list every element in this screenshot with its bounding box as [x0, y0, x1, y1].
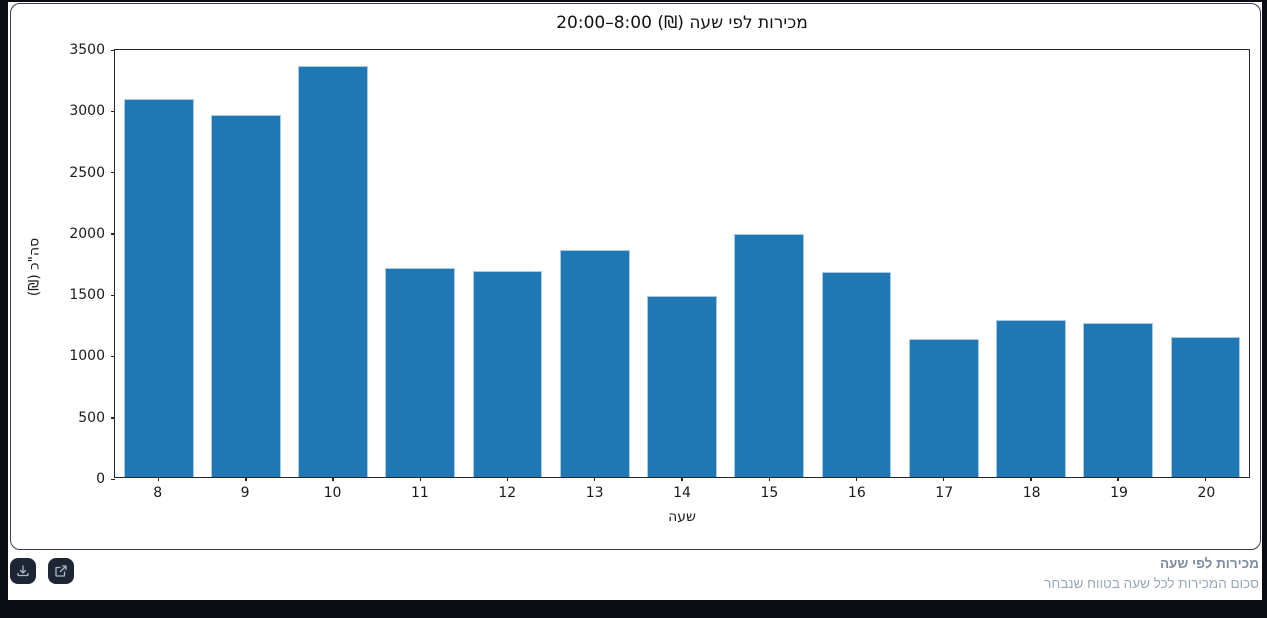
x-tick-label: 20 [1197, 485, 1216, 501]
x-tick-mark [419, 477, 421, 481]
x-tick-label: 16 [847, 485, 866, 501]
x-tick-label: 10 [323, 485, 342, 501]
open-external-button[interactable] [48, 558, 74, 584]
caption-title: מכירות לפי שעה [1159, 556, 1259, 571]
y-tick-label: 2500 [69, 164, 105, 181]
bar-slot [813, 50, 900, 477]
x-tick-label: 9 [240, 485, 250, 501]
bar-slot [987, 50, 1074, 477]
bar-chart: מכירות לפי שעה (₪) 8:00–20:00 סה"כ (₪) 0… [11, 4, 1260, 549]
y-tick-mark [111, 355, 115, 358]
bar-slot [1075, 50, 1162, 477]
x-tick-label: 18 [1022, 485, 1041, 501]
bar-slot [638, 50, 725, 477]
footer-buttons [10, 558, 74, 584]
bar-16 [821, 272, 892, 477]
y-tick-label: 3000 [69, 103, 105, 120]
bar-slot [464, 50, 551, 477]
x-tick-mark [768, 477, 770, 481]
x-tick-mark [1117, 477, 1119, 481]
y-tick-mark [111, 172, 115, 174]
x-tick-mark [332, 477, 334, 481]
bar-slot [115, 50, 202, 477]
bar-19 [1083, 322, 1154, 477]
bars-container [115, 50, 1249, 477]
y-tick-label: 1000 [69, 348, 105, 365]
bar-17 [908, 339, 979, 477]
bar-8 [123, 98, 194, 477]
x-tick-mark [855, 477, 858, 481]
x-tick-mark [681, 477, 683, 481]
x-tick-mark [157, 477, 160, 481]
plot-area: 0 500 1000 1500 2000 2500 3000 3500 [69, 42, 1250, 487]
bar-slot [551, 50, 638, 477]
x-tick-label: 15 [760, 485, 779, 501]
y-tick-label: 3500 [69, 42, 105, 58]
download-icon [16, 564, 30, 578]
x-axis-tick-labels: 8 9 10 11 12 13 14 15 16 17 18 19 20 [114, 485, 1250, 501]
x-tick-label: 19 [1110, 485, 1128, 501]
chart-card: מכירות לפי שעה (₪) 8:00–20:00 סה"כ (₪) 0… [10, 3, 1261, 550]
bar-10 [298, 65, 368, 477]
y-tick-label: 2000 [69, 225, 105, 242]
y-tick-label: 0 [96, 471, 105, 487]
bar-18 [996, 319, 1066, 477]
bar-12 [472, 270, 543, 477]
x-tick-label: 12 [498, 485, 517, 501]
chart-footer: מכירות לפי שעה סכום המכירות לכל שעה בטוו… [8, 552, 1262, 600]
bar-13 [559, 250, 630, 477]
x-tick-mark [245, 477, 247, 481]
y-tick-mark [111, 233, 115, 235]
y-tick-label: 1500 [69, 287, 105, 304]
y-tick-mark [111, 49, 115, 51]
y-tick-mark [111, 110, 115, 113]
bar-slot [377, 50, 464, 477]
bar-15 [734, 234, 805, 477]
chart-title: מכירות לפי שעה (₪) 8:00–20:00 [556, 13, 808, 33]
x-tick-label: 17 [935, 485, 954, 501]
bar-11 [385, 267, 456, 477]
external-link-icon [54, 564, 68, 578]
caption-subtitle: סכום המכירות לכל שעה בטווח שנבחר [1044, 576, 1259, 591]
bar-20 [1170, 336, 1241, 477]
x-tick-label: 8 [153, 485, 163, 501]
x-tick-label: 14 [673, 485, 691, 501]
page: מכירות לפי שעה (₪) 8:00–20:00 סה"כ (₪) 0… [8, 2, 1262, 600]
y-tick-label: 500 [78, 409, 105, 426]
y-tick-mark [111, 417, 115, 419]
x-tick-mark [1204, 477, 1207, 481]
chart-caption: מכירות לפי שעה סכום המכירות לכל שעה בטוו… [1044, 554, 1259, 594]
x-tick-label: 11 [410, 485, 429, 501]
x-axis-label: שעה [668, 509, 696, 525]
y-tick-mark [111, 478, 115, 480]
bar-9 [210, 115, 281, 477]
y-axis-label: סה"כ (₪) [26, 237, 43, 297]
bar-slot [900, 50, 987, 477]
bar-slot [202, 50, 289, 477]
y-tick-mark [111, 294, 115, 297]
bar-slot [1162, 50, 1249, 477]
x-tick-mark [942, 477, 945, 481]
bar-slot [726, 50, 813, 477]
bar-14 [647, 296, 717, 477]
x-tick-mark [1030, 477, 1032, 481]
x-tick-mark [594, 477, 596, 481]
bar-slot [289, 50, 376, 477]
x-tick-label: 13 [585, 485, 604, 501]
x-tick-mark [506, 477, 509, 481]
download-button[interactable] [10, 558, 36, 584]
